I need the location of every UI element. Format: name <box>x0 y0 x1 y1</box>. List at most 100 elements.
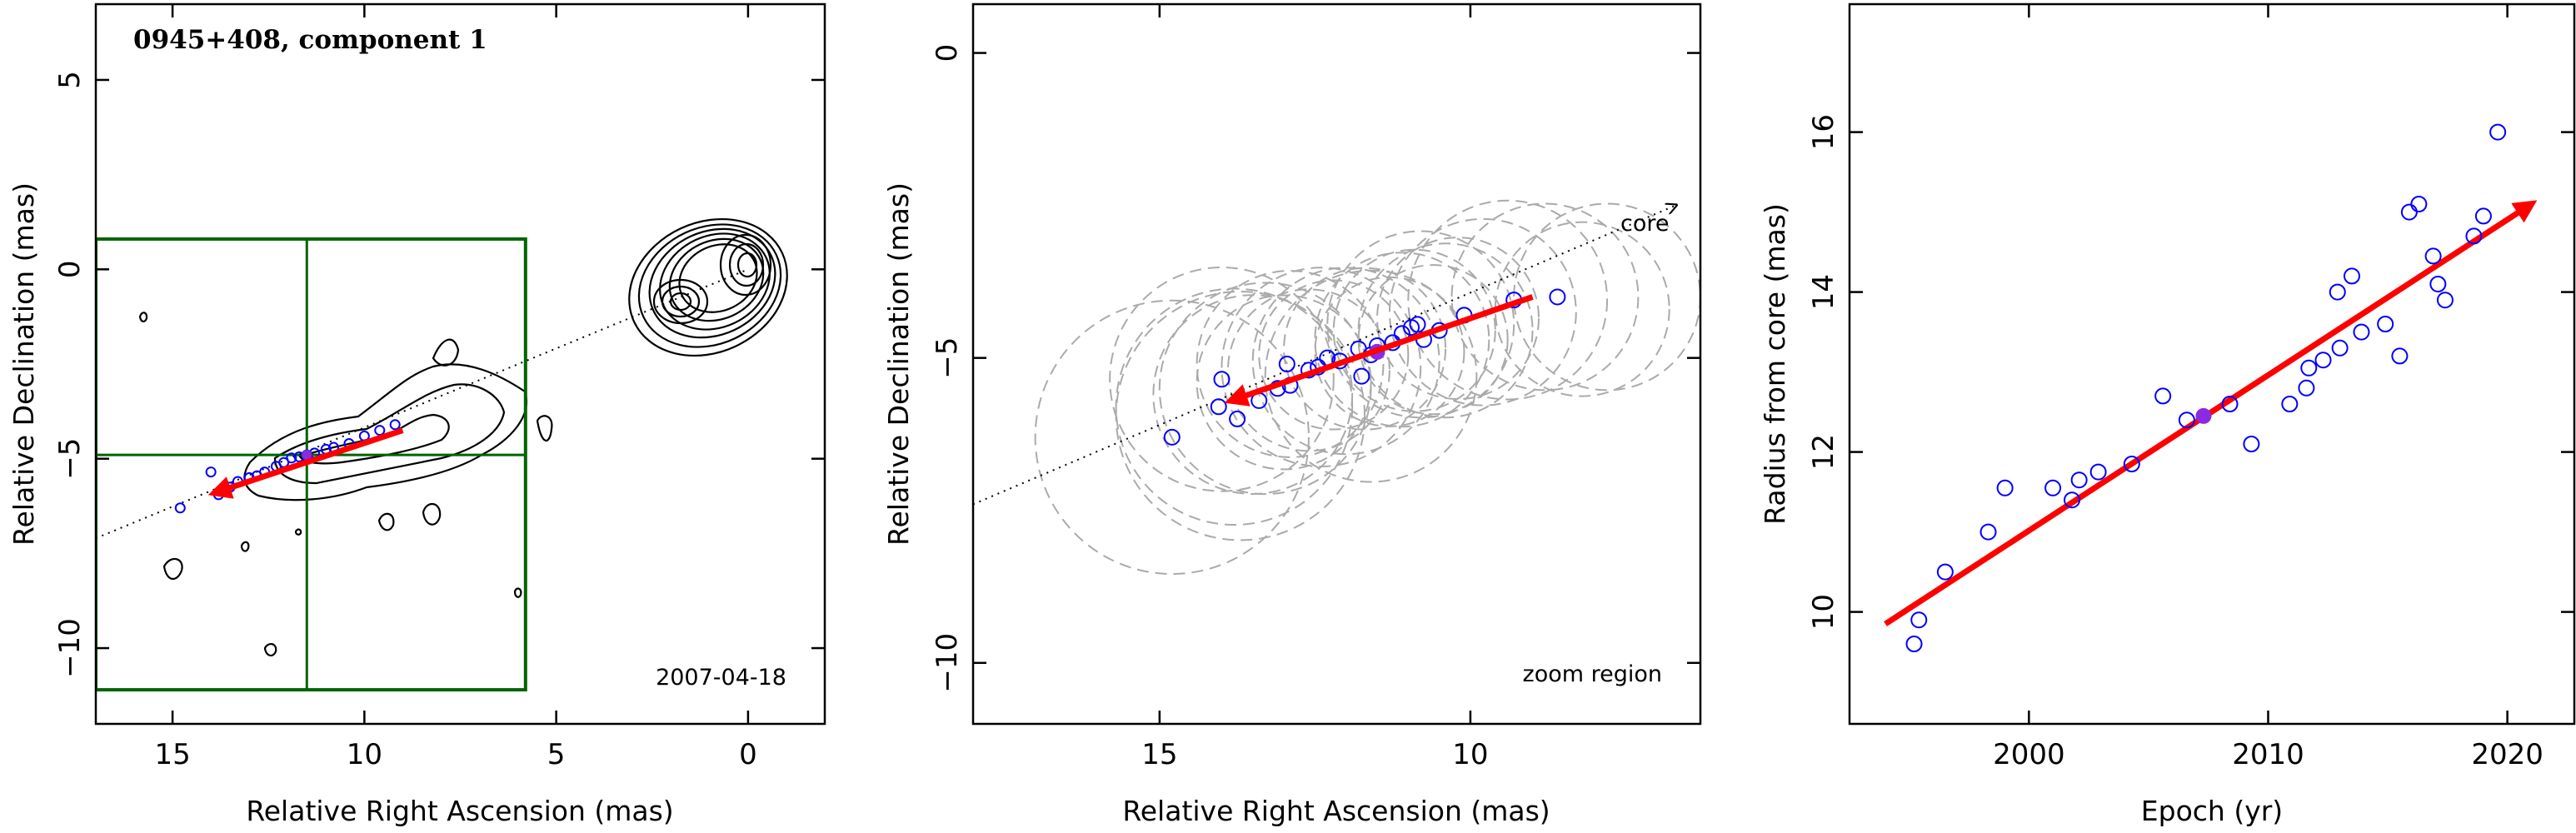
data-point <box>2343 267 2360 285</box>
data-point <box>2300 359 2318 377</box>
data-point <box>1210 398 1227 416</box>
panel-zoom-region: 15 10 0 −5 −10 core zoom region Relative Rig… <box>882 2 1702 827</box>
data-point <box>1936 563 1954 581</box>
data-point <box>2436 292 2454 309</box>
highlight-point <box>2195 407 2212 424</box>
data-point <box>2410 196 2428 212</box>
axes-frame <box>1848 2 2576 726</box>
axis-ticks: 15 10 0 −5 −10 <box>931 4 1700 771</box>
data-point <box>1278 356 1295 372</box>
data-point <box>2298 379 2315 397</box>
data-point <box>374 425 386 436</box>
component-size-circle <box>1407 199 1609 401</box>
data-point <box>2243 436 2260 452</box>
data-point <box>1910 611 1928 629</box>
data-point <box>2123 456 2140 472</box>
data-point <box>2489 123 2507 141</box>
x-tick-label: 5 <box>547 738 566 771</box>
y-tick-label: 0 <box>53 260 87 278</box>
x-tick-label: 0 <box>739 738 757 771</box>
data-point <box>286 452 297 464</box>
component-size-circle <box>1226 288 1390 452</box>
y-tick-label: 0 <box>931 44 964 62</box>
zoom-region-annotation: zoom region <box>1523 661 1662 687</box>
radius-measurements <box>1905 123 2507 652</box>
data-point <box>2154 387 2172 405</box>
axes-frame <box>971 2 1702 726</box>
y-tick-label: 14 <box>1807 274 1840 310</box>
panel-radius-vs-epoch: 2000 2010 2020 10 12 14 16 Epoch (yr) Radius f… <box>1759 2 2576 827</box>
component-size-circle <box>1034 299 1310 576</box>
component-size-circle <box>1494 221 1670 397</box>
data-point <box>2221 396 2239 412</box>
data-point <box>205 466 217 478</box>
data-point <box>1353 367 1370 385</box>
component-size-circle <box>1258 279 1410 431</box>
data-point <box>2314 352 2332 369</box>
data-point <box>1549 288 1566 306</box>
axis-ticks: 2000 2010 2020 10 12 14 16 <box>1807 4 2574 771</box>
data-point <box>2465 227 2483 245</box>
data-point <box>1409 316 1426 333</box>
x-tick-label: 15 <box>1141 738 1177 771</box>
x-tick-label: 10 <box>1452 738 1488 771</box>
x-tick-label: 15 <box>154 738 190 771</box>
data-point <box>1905 636 1923 652</box>
component-size-circle <box>1251 267 1440 456</box>
y-tick-label: −5 <box>53 438 87 480</box>
y-tick-label: −10 <box>53 618 87 678</box>
y-tick-label: 5 <box>53 71 87 89</box>
data-point <box>1229 410 1246 427</box>
component-size-circle <box>1115 291 1366 541</box>
arrow <box>207 427 404 499</box>
component-size-circle <box>1221 267 1422 468</box>
component-size-circles <box>1034 199 1700 576</box>
component-size-circle <box>1376 237 1540 401</box>
data-point <box>389 419 401 431</box>
x-axis-label: Relative Right Ascension (mas) <box>246 795 673 827</box>
y-axis-label: Relative Declination (mas) <box>882 182 915 546</box>
panel-title: 0945+408, component 1 <box>133 25 487 55</box>
component-size-circle <box>1326 230 1515 419</box>
y-tick-label: −5 <box>931 337 964 379</box>
data-point <box>2329 283 2346 301</box>
contour-map <box>138 217 788 656</box>
component-size-circle <box>1357 242 1534 419</box>
data-point <box>2281 396 2299 412</box>
x-tick-label: 2000 <box>1993 738 2065 771</box>
data-point <box>2377 316 2394 332</box>
core-direction-line <box>96 268 749 540</box>
data-point <box>2429 276 2447 292</box>
data-point <box>2474 207 2492 225</box>
component-size-circle <box>1357 264 1509 416</box>
data-point <box>174 502 186 514</box>
component-size-circle <box>1109 266 1335 492</box>
component-size-circle <box>1115 287 1354 526</box>
component-size-circle <box>1388 217 1577 407</box>
data-point <box>1163 428 1181 446</box>
axis-ticks: 15 10 5 0 5 0 −5 −10 <box>53 4 825 771</box>
x-axis-label: Epoch (yr) <box>2141 795 2283 827</box>
arrow <box>1224 294 1534 407</box>
data-point <box>2424 247 2442 265</box>
data-point <box>2089 463 2107 481</box>
y-axis-label: Relative Declination (mas) <box>7 182 40 546</box>
data-point <box>2178 412 2195 429</box>
x-tick-label: 2020 <box>2471 738 2544 771</box>
data-point <box>2044 479 2062 496</box>
data-point <box>1213 371 1231 388</box>
core-label: core <box>1620 211 1669 237</box>
y-tick-label: 10 <box>1807 594 1840 630</box>
x-axis-label: Relative Right Ascension (mas) <box>1122 795 1550 827</box>
component-size-circle <box>1264 269 1478 483</box>
panel-contour-map: 15 10 5 0 5 0 −5 −10 0945+408, component 1 2007… <box>7 2 826 827</box>
y-tick-label: 16 <box>1807 114 1840 150</box>
axes-frame <box>94 2 826 726</box>
data-point <box>1996 479 2014 496</box>
data-point <box>2070 471 2088 489</box>
y-tick-label: −10 <box>931 633 964 693</box>
y-axis-label: Radius from core (mas) <box>1759 203 1791 525</box>
data-point <box>2353 323 2370 341</box>
motion-arrow <box>1224 294 1534 407</box>
